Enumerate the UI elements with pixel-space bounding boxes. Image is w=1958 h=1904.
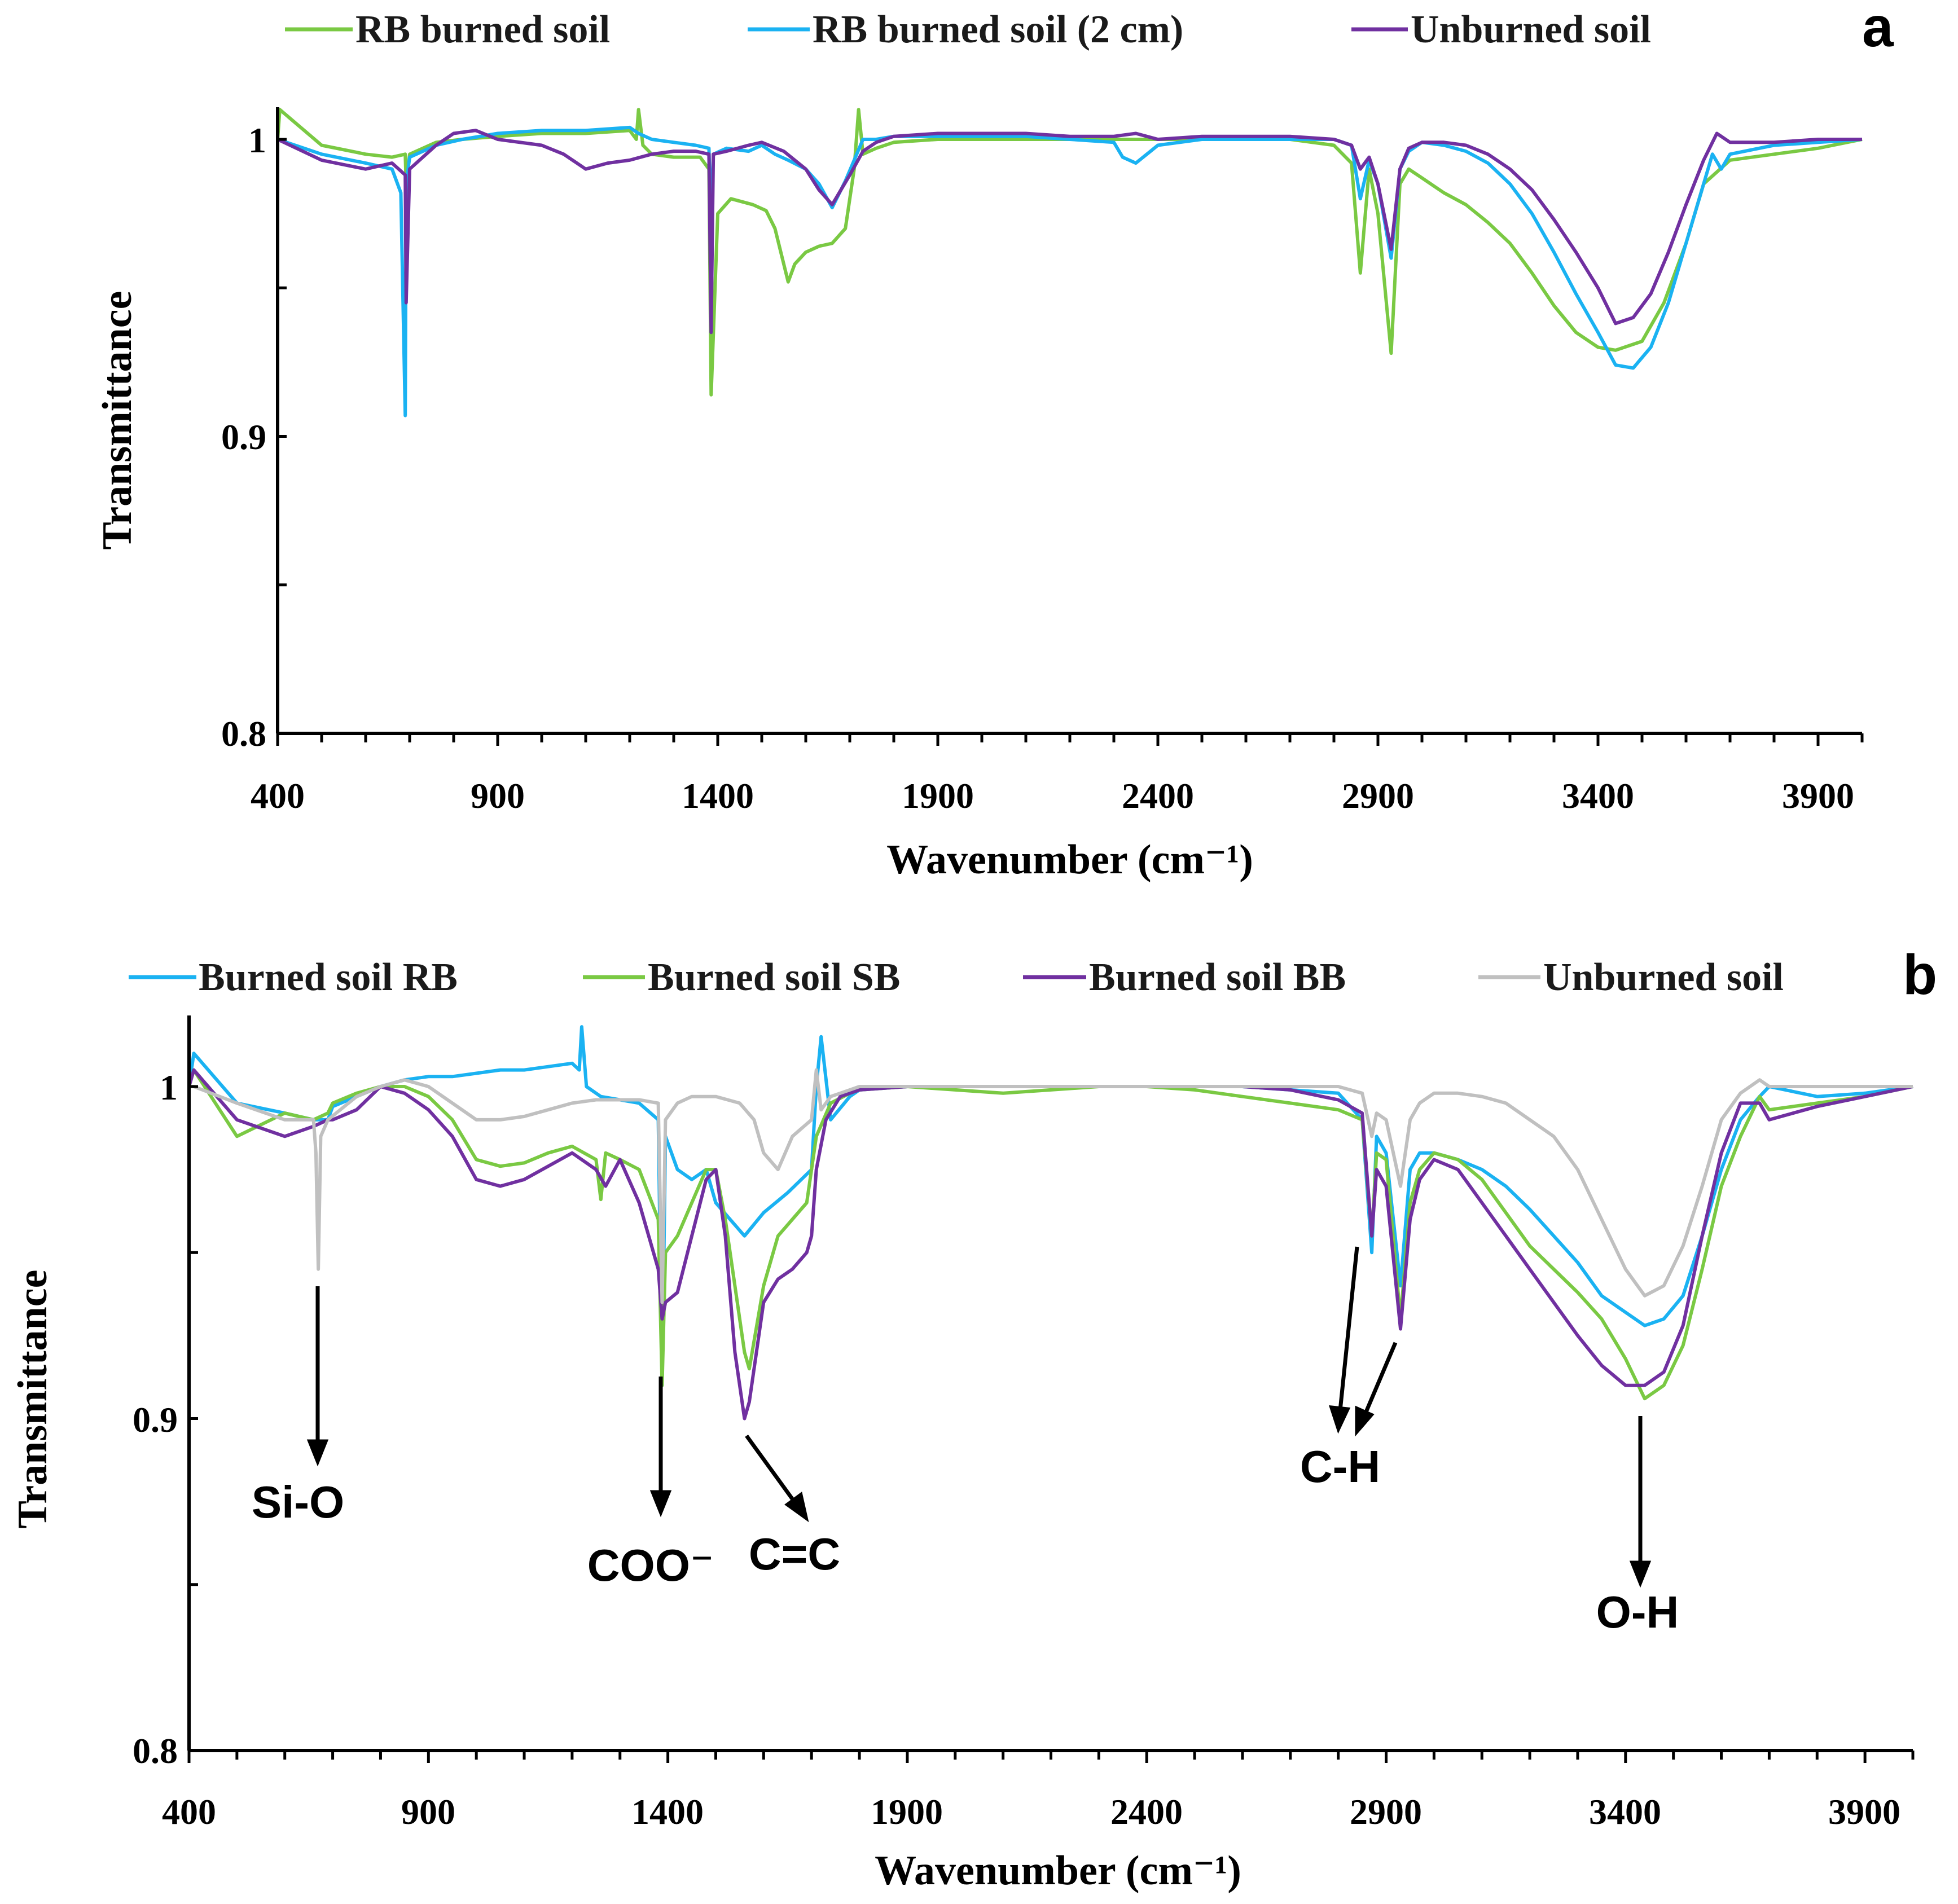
panel-a-label: a xyxy=(1862,0,1894,59)
panel-a-xtick-1: 900 xyxy=(471,776,525,816)
annotation-c-c: C=C xyxy=(749,1529,840,1579)
series-line-rb-burned-soil xyxy=(278,109,1862,395)
panel-a: a RB burned soil RB burned soil (2 cm) U… xyxy=(94,0,1894,883)
legend-b-label-0: Burned soil RB xyxy=(199,956,458,999)
panel-b-xtick-5: 2900 xyxy=(1350,1792,1422,1832)
ftir-figure: a RB burned soil RB burned soil (2 cm) U… xyxy=(0,0,1958,1904)
panel-b-ytick-2: 1 xyxy=(160,1067,178,1107)
annotation-coo: COO⁻ xyxy=(587,1540,714,1590)
arrow-c-c xyxy=(747,1436,806,1518)
legend-b-label-1: Burned soil SB xyxy=(648,956,900,999)
legend-b-label-3: Unburned soil xyxy=(1543,956,1784,999)
panel-b-ytick-0: 0.8 xyxy=(133,1731,178,1771)
series-line-burned-soil-sb xyxy=(189,1070,1913,1399)
panel-b-ytick-1: 0.9 xyxy=(133,1400,178,1440)
panel-a-xtick-7: 3900 xyxy=(1782,776,1854,816)
panel-b-xtick-7: 3900 xyxy=(1828,1792,1900,1832)
panel-b-axes xyxy=(189,1015,1913,1763)
arrow-coo xyxy=(653,1377,669,1512)
panel-a-xtick-2: 1400 xyxy=(682,776,754,816)
panel-b-xtick-1: 900 xyxy=(401,1792,455,1832)
panel-b-label: b xyxy=(1903,943,1937,1006)
panel-b-xtick-2: 1400 xyxy=(631,1792,704,1832)
panel-b-annotation-arrows xyxy=(310,1247,1648,1582)
arrow-si-o xyxy=(310,1286,326,1461)
panel-a-ytick-1: 0.9 xyxy=(221,417,266,457)
series-line-burned-soil-bb xyxy=(189,1070,1913,1419)
panel-b-series xyxy=(189,1027,1913,1418)
series-line-rb-burned-soil-2-cm xyxy=(278,127,1862,416)
panel-a-ytick-2: 1 xyxy=(248,120,266,160)
panel-a-ticks xyxy=(278,139,1862,746)
annotation-o-h: O-H xyxy=(1596,1587,1679,1637)
arrow-o-h xyxy=(1632,1416,1648,1582)
panel-b-xlabel: Wavenumber (cm⁻¹) xyxy=(875,1848,1241,1894)
panel-a-xtick-4: 2400 xyxy=(1122,776,1194,816)
panel-a-series xyxy=(278,109,1862,415)
panel-a-xtick-3: 1900 xyxy=(902,776,974,816)
panel-a-legend: RB burned soil RB burned soil (2 cm) Unb… xyxy=(285,8,1651,51)
annotation-c-h: C-H xyxy=(1300,1441,1380,1492)
series-line-burned-soil-rb xyxy=(189,1027,1913,1386)
panel-b-xtick-4: 2400 xyxy=(1110,1792,1183,1832)
panel-a-ytick-0: 0.8 xyxy=(221,714,266,754)
legend-b-label-2: Burned soil BB xyxy=(1089,956,1346,999)
panel-b-ylabel: Transmittance xyxy=(10,1270,56,1529)
panel-b-xtick-6: 3400 xyxy=(1589,1792,1661,1832)
series-line-unburned-soil xyxy=(278,130,1862,332)
panel-a-xlabel: Wavenumber (cm⁻¹) xyxy=(886,837,1253,883)
panel-b-legend: Burned soil RB Burned soil SB Burned soi… xyxy=(129,956,1784,999)
legend-a-label-0: RB burned soil xyxy=(355,8,610,51)
panel-a-ylabel: Transmittance xyxy=(94,291,141,550)
panel-b-ticks xyxy=(189,1087,1913,1763)
annotation-si-o: Si-O xyxy=(252,1477,344,1527)
legend-a-label-2: Unburned soil xyxy=(1411,8,1651,51)
legend-a-label-1: RB burned soil (2 cm) xyxy=(813,8,1183,51)
panel-b-xtick-0: 400 xyxy=(162,1792,216,1832)
arrow-c-h-right xyxy=(1357,1343,1395,1431)
panel-b-xtick-3: 1900 xyxy=(871,1792,943,1832)
panel-a-xtick-0: 400 xyxy=(251,776,305,816)
panel-a-xtick-5: 2900 xyxy=(1342,776,1414,816)
series-line-unburned-soil xyxy=(189,1070,1913,1303)
arrow-c-h-left xyxy=(1332,1247,1357,1428)
panel-b: b Burned soil RB Burned soil SB Burned s… xyxy=(10,943,1937,1894)
panel-a-xtick-6: 3400 xyxy=(1562,776,1634,816)
panel-a-axes xyxy=(278,107,1862,746)
